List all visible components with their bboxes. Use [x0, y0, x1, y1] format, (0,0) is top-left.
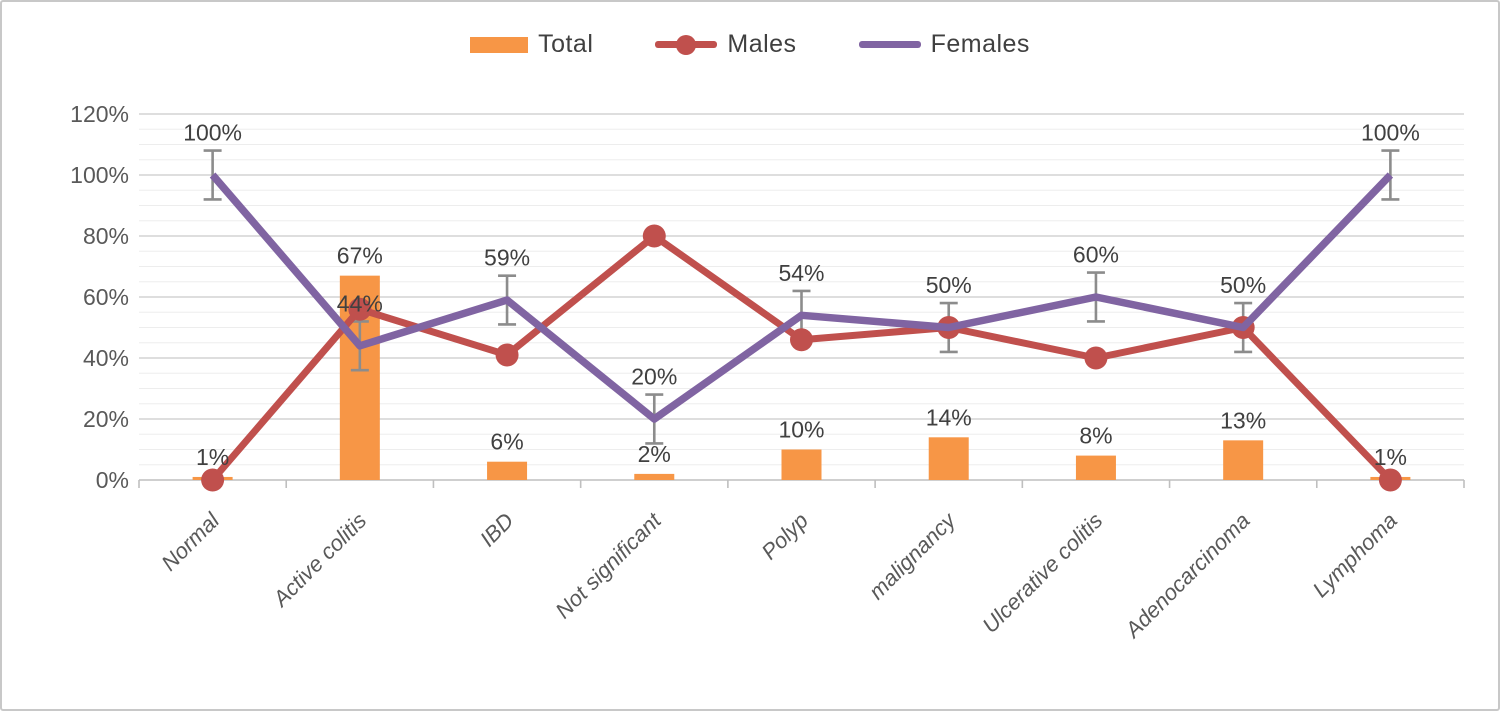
x-category-label: Lymphoma [1308, 508, 1402, 602]
males-marker [790, 328, 813, 352]
total-data-label: 1% [196, 444, 229, 470]
y-tick-label: 100% [70, 162, 129, 188]
x-category-label: IBD [475, 508, 519, 552]
males-marker [495, 343, 519, 367]
total-data-label: 10% [778, 417, 824, 443]
females-data-label: 59% [484, 245, 530, 271]
y-tick-label: 60% [83, 284, 129, 310]
y-tick-label: 0% [96, 467, 129, 493]
total-data-label: 1% [1374, 444, 1407, 470]
total-data-label: 13% [1220, 407, 1266, 433]
females-data-label: 60% [1073, 242, 1119, 268]
total-data-label: 8% [1079, 423, 1112, 449]
bar-ibd [487, 461, 528, 480]
bar-adenocarcinoma [1223, 440, 1264, 480]
x-category-label: Polyp [756, 508, 813, 565]
males-marker [642, 224, 666, 248]
x-category-label: malignancy [864, 506, 962, 604]
males-marker [348, 297, 372, 321]
x-category-label: Not significant [550, 507, 666, 623]
bar-not-significant [634, 473, 675, 480]
females-data-label: 20% [631, 364, 677, 390]
males-marker [1084, 346, 1108, 370]
total-data-label: 14% [926, 404, 972, 430]
males-marker [1378, 468, 1402, 492]
females-data-label: 44% [337, 290, 383, 316]
x-category-label: Active colitis [267, 508, 372, 613]
total-data-label: 67% [337, 243, 383, 269]
x-category-label: Normal [156, 507, 225, 576]
x-category-label: Adenocarcinoma [1119, 508, 1255, 644]
females-line [209, 172, 1394, 423]
total-data-label: 6% [490, 429, 523, 455]
females-data-label: 50% [926, 272, 972, 298]
bar-malignancy [928, 437, 969, 480]
y-tick-label: 20% [83, 406, 129, 432]
y-tick-label: 40% [83, 345, 129, 371]
females-data-label: 100% [1361, 120, 1420, 146]
y-tick-label: 120% [70, 101, 129, 127]
x-category-label: Ulcerative colitis [977, 508, 1107, 638]
bar-polyp [781, 449, 822, 480]
bar-ulcerative-colitis [1075, 455, 1116, 480]
males-marker [201, 468, 225, 492]
females-data-label: 100% [183, 120, 242, 146]
females-data-label: 50% [1220, 272, 1266, 298]
y-tick-label: 80% [83, 223, 129, 249]
females-data-label: 54% [778, 260, 824, 286]
total-data-label: 2% [638, 441, 671, 467]
